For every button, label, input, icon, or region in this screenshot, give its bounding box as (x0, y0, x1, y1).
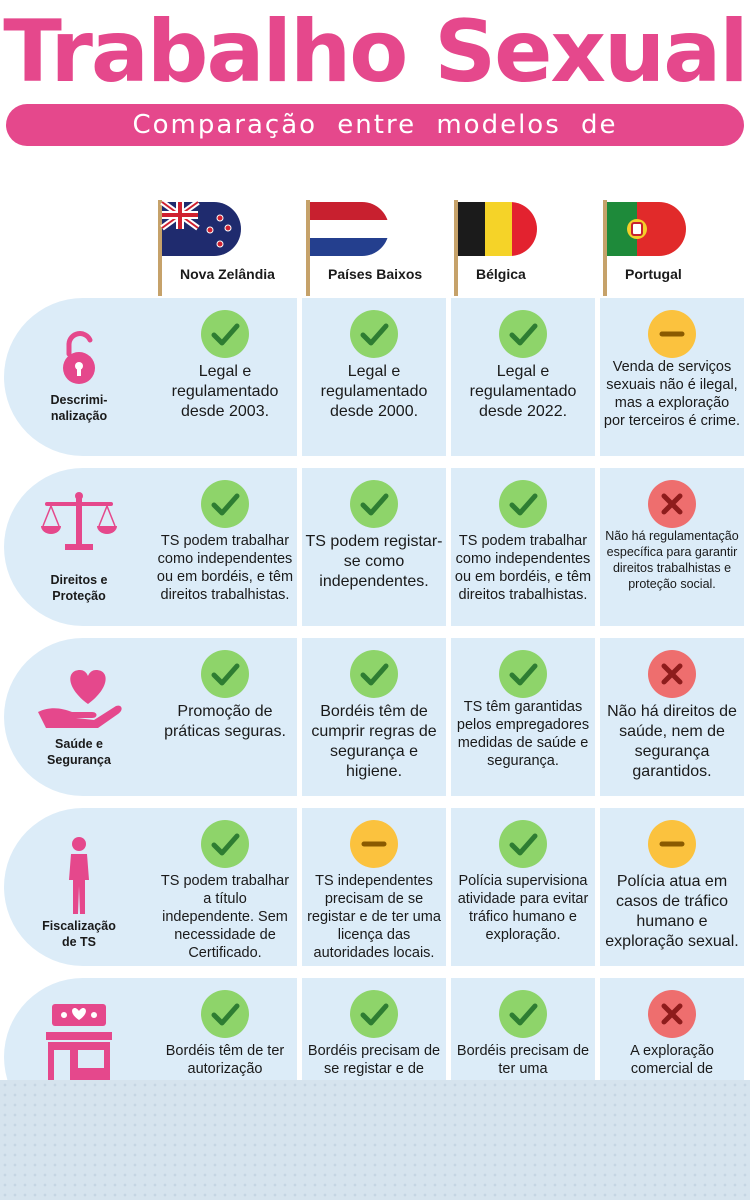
country-header-new-zealand: Nova Zelândia (158, 198, 288, 298)
cell: Não há direitos de saúde, nem de seguran… (600, 638, 744, 796)
cell-text: Polícia atua em casos de tráfico humano … (605, 873, 739, 950)
cell-text: Legal e regulamentado desde 2022. (469, 363, 577, 420)
cell-text: Bordéis têm de ter autorização (165, 1043, 285, 1077)
check-icon (499, 650, 547, 698)
heart-hand-icon (38, 670, 122, 728)
cell-text: TS podem trabalhar como independentes ou… (454, 533, 592, 603)
check-icon (499, 820, 547, 868)
row-label: Saúde e Segurança (47, 737, 111, 767)
cell: TS podem trabalhar como independentes ou… (153, 468, 297, 626)
row-header-rights: Direitos e Proteção (4, 468, 164, 626)
cross-icon (648, 990, 696, 1038)
page-cutoff-overlay (0, 1080, 750, 1200)
row-label: Fiscalização de TS (42, 919, 116, 949)
cell: TS podem trabalhar como independentes ou… (451, 468, 595, 626)
cell-text: Não há regulamentação específica para ga… (605, 529, 739, 591)
cell: Legal e regulamentado desde 2003. (153, 298, 297, 456)
check-icon (499, 480, 547, 528)
check-icon (499, 990, 547, 1038)
cell: TS têm garantidas pelos empregadores med… (451, 638, 595, 796)
country-header-portugal: Portugal (603, 198, 733, 298)
cell: Polícia atua em casos de tráfico humano … (600, 808, 744, 966)
row-header-health: Saúde e Segurança (4, 638, 164, 796)
partial-icon (648, 820, 696, 868)
cell: Não há regulamentação específica para ga… (600, 468, 744, 626)
cell-text: Legal e regulamentado desde 2003. (171, 363, 279, 420)
cell-text: TS podem trabalhar a título independente… (160, 873, 290, 961)
country-name: Portugal (625, 266, 682, 282)
cell: Bordéis têm de cumprir regras de seguran… (302, 638, 446, 796)
cell-text: Promoção de práticas seguras. (164, 703, 286, 740)
row-label: Descrimi-nalização (50, 393, 108, 423)
row-header-inspection: Fiscalização de TS (4, 808, 164, 966)
belgium-flag-icon (454, 200, 537, 296)
check-icon (201, 310, 249, 358)
cell-text: Bordéis têm de cumprir regras de seguran… (311, 703, 437, 780)
country-name: Nova Zelândia (180, 266, 275, 282)
country-name: Países Baixos (328, 266, 423, 282)
country-header-belgium: Bélgica (454, 198, 584, 298)
cell-text: TS independentes precisam de se registar… (307, 873, 441, 961)
cell-text: Não há direitos de saúde, nem de seguran… (607, 703, 737, 780)
cell-text: Bordéis precisam de ter uma (456, 1043, 590, 1077)
scales-icon (41, 492, 117, 550)
row-header-decriminalization: Descrimi-nalização (4, 298, 164, 456)
partial-icon (350, 820, 398, 868)
country-header-netherlands: Países Baixos (306, 198, 436, 298)
cell: Polícia supervisiona atividade para evit… (451, 808, 595, 966)
cell: Legal e regulamentado desde 2000. (302, 298, 446, 456)
check-icon (350, 310, 398, 358)
cell-text: Legal e regulamentado desde 2000. (320, 363, 428, 420)
cell-text: A exploração comercial de (630, 1043, 714, 1077)
cell: Promoção de práticas seguras. (153, 638, 297, 796)
netherlands-flag-icon (306, 200, 389, 296)
row-label: Direitos e Proteção (50, 573, 108, 603)
cell-text: TS têm garantidas pelos empregadores med… (456, 699, 590, 769)
new-zealand-flag-icon (158, 199, 241, 296)
page-title: Trabalho Sexual (3, 2, 748, 102)
check-icon (201, 820, 249, 868)
cell-text: Venda de serviços sexuais não é ilegal, … (603, 359, 741, 429)
brothel-icon (46, 1004, 112, 1084)
check-icon (350, 650, 398, 698)
partial-icon (648, 310, 696, 358)
cross-icon (648, 650, 696, 698)
check-icon (201, 650, 249, 698)
cell: Venda de serviços sexuais não é ilegal, … (600, 298, 744, 456)
cell-text: Bordéis precisam de se registar e de (307, 1043, 441, 1077)
check-icon (201, 990, 249, 1038)
cell-text: Polícia supervisiona atividade para evit… (457, 873, 589, 943)
country-name: Bélgica (476, 266, 526, 282)
cell: TS independentes precisam de se registar… (302, 808, 446, 966)
cell: Legal e regulamentado desde 2022. (451, 298, 595, 456)
portugal-flag-icon (603, 200, 686, 296)
cell-text: TS podem registar-se como independentes. (305, 533, 443, 590)
check-icon (350, 990, 398, 1038)
check-icon (499, 310, 547, 358)
check-icon (350, 480, 398, 528)
check-icon (201, 480, 249, 528)
padlock-icon (63, 331, 95, 384)
cross-icon (648, 480, 696, 528)
cell: TS podem trabalhar a título independente… (153, 808, 297, 966)
person-icon (69, 837, 89, 914)
cell-text: TS podem trabalhar como independentes ou… (156, 533, 294, 603)
cell: TS podem registar-se como independentes. (302, 468, 446, 626)
page-subtitle: Comparação entre modelos de regulamentaç… (6, 104, 744, 182)
